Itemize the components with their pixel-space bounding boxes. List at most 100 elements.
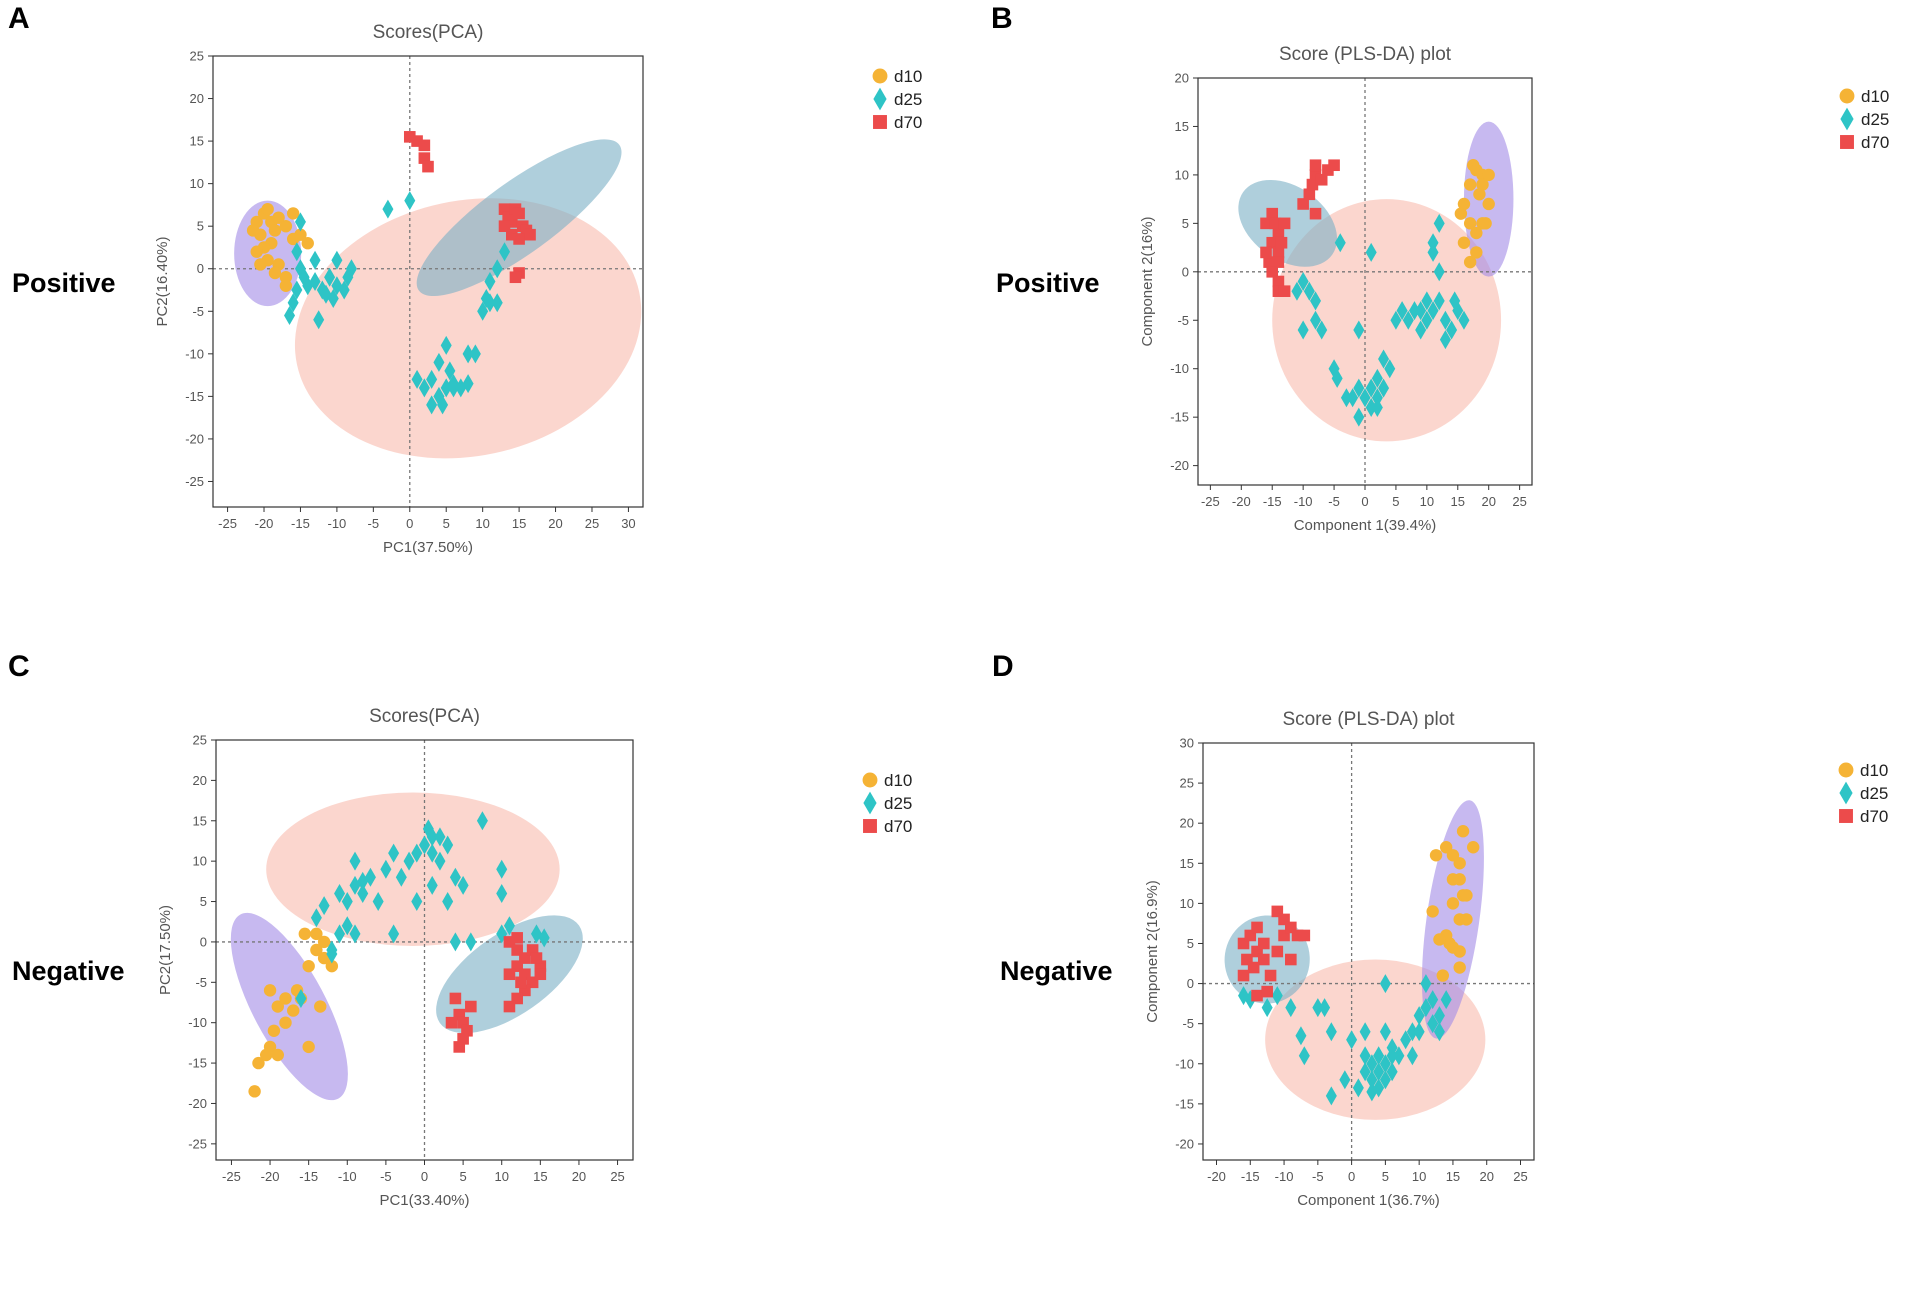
data-point-d70 [457, 1033, 469, 1045]
data-point-d25 [326, 944, 338, 964]
data-point-d25 [1319, 998, 1331, 1018]
x-tick-label: 10 [475, 516, 489, 531]
data-point-d25 [404, 191, 416, 211]
legend-marker-d10 [1839, 88, 1855, 104]
data-point-d70 [503, 936, 516, 948]
data-point-d25 [1366, 1070, 1378, 1090]
data-point-d70 [1241, 953, 1253, 966]
data-point-d25 [1347, 388, 1359, 408]
data-point-d25 [1325, 1086, 1337, 1106]
data-point-d25 [1373, 1062, 1385, 1082]
y-tick-label: 15 [193, 813, 207, 828]
data-point-d25 [1415, 301, 1427, 321]
data-point-d25 [1353, 378, 1365, 398]
data-point-d10 [1473, 188, 1486, 201]
data-point-d70 [1266, 207, 1279, 220]
data-point-d25 [1310, 310, 1322, 330]
x-tick-label: 15 [1446, 1169, 1460, 1184]
x-tick-label: 10 [1412, 1169, 1426, 1184]
legend-marker-d10 [862, 772, 878, 788]
data-point-d70 [403, 131, 416, 143]
y-tick-label: -15 [185, 389, 204, 404]
data-point-d70 [1298, 929, 1311, 942]
legend: d10 d25 d70 [1838, 761, 1888, 826]
data-point-d25 [462, 344, 474, 364]
data-point-d10 [1456, 825, 1470, 838]
data-point-d70 [461, 1024, 473, 1037]
data-point-d25 [426, 843, 438, 863]
data-point-d70 [511, 960, 523, 972]
y-tick-label: -15 [1175, 1096, 1194, 1111]
data-point-d10 [1429, 849, 1443, 862]
data-point-d70 [506, 216, 518, 228]
confidence-ellipse-d10 [1421, 800, 1484, 1039]
data-point-d70 [519, 952, 531, 964]
data-point-d70 [1247, 961, 1260, 974]
data-point-d25 [1359, 388, 1371, 408]
data-point-d70 [1260, 246, 1272, 259]
data-point-d25 [1449, 291, 1461, 311]
data-point-d25 [403, 851, 415, 871]
data-point-d25 [1393, 1046, 1405, 1066]
data-point-d25 [1365, 242, 1377, 262]
data-point-d70 [1272, 285, 1285, 297]
data-point-d70 [1261, 985, 1273, 998]
data-point-d10 [271, 1000, 284, 1013]
legend-label-d70: d70 [894, 113, 922, 132]
data-point-d10 [1482, 197, 1495, 211]
x-tick-label: 15 [1451, 494, 1465, 509]
data-point-d25 [291, 242, 303, 262]
y-tick-label: -20 [1170, 458, 1189, 473]
data-point-d25 [1406, 1046, 1418, 1066]
data-point-d25 [1379, 1070, 1391, 1090]
data-point-d25 [1297, 320, 1309, 340]
data-point-d70 [1291, 929, 1304, 942]
panel-letter: A [8, 2, 30, 35]
y-axis-label: Component 2(16%) [1139, 216, 1156, 346]
data-point-d10 [250, 245, 263, 258]
x-tick-label: 25 [1512, 494, 1526, 509]
data-point-d70 [1315, 173, 1328, 186]
y-tick-label: -5 [1182, 1016, 1194, 1031]
y-axis-label: PC2(17.50%) [157, 905, 174, 995]
data-point-d25 [457, 875, 469, 895]
series-d25 [284, 191, 511, 415]
data-point-d25 [1373, 1046, 1385, 1066]
x-tick-label: 15 [512, 516, 526, 531]
y-tick-label: 25 [1180, 776, 1194, 791]
data-point-d70 [1251, 989, 1263, 1002]
data-point-d10 [252, 1056, 265, 1070]
data-point-d25 [1261, 998, 1273, 1018]
x-tick-label: -15 [1241, 1169, 1260, 1184]
series-d25 [1238, 974, 1452, 1106]
data-point-d25 [1427, 1014, 1439, 1034]
data-point-d25 [334, 924, 346, 944]
data-point-d25 [1316, 320, 1328, 340]
data-point-d25 [1297, 272, 1309, 291]
data-point-d25 [1433, 291, 1445, 311]
legend-label-d10: d10 [884, 771, 912, 790]
data-point-d25 [448, 378, 460, 398]
data-point-d10 [302, 1040, 315, 1054]
data-point-d25 [1421, 310, 1433, 330]
data-point-d25 [395, 867, 407, 887]
data-point-d70 [519, 984, 531, 997]
x-tick-label: 0 [1361, 494, 1368, 509]
data-point-d25 [1238, 986, 1250, 1006]
data-point-d25 [313, 310, 325, 330]
data-point-d25 [357, 883, 369, 903]
data-point-d25 [499, 242, 511, 262]
data-point-d10 [1457, 197, 1471, 211]
ionization-mode-label: Negative [12, 956, 125, 986]
data-point-d25 [426, 369, 438, 389]
x-tick-label: -10 [327, 516, 346, 531]
data-point-d10 [268, 224, 282, 237]
data-point-d25 [349, 924, 361, 944]
chart-title: Score (PLS-DA) plot [1282, 709, 1455, 730]
data-point-d70 [445, 1016, 458, 1029]
data-point-d70 [1278, 913, 1290, 926]
data-point-d10 [259, 1048, 273, 1062]
data-point-d70 [498, 203, 511, 215]
data-point-d25 [380, 859, 392, 879]
y-tick-label: 25 [190, 49, 204, 64]
